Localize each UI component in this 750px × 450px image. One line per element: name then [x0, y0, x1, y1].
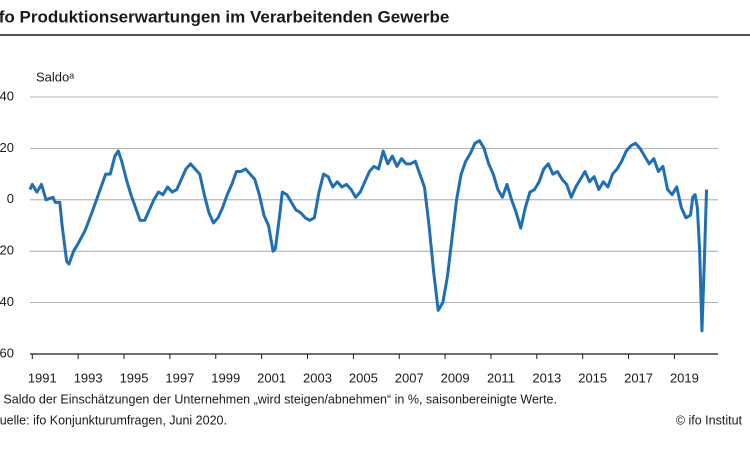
- source: Quelle: ifo Konjunkturumfragen, Juni 202…: [0, 413, 227, 427]
- y-tick-label: 20: [0, 140, 14, 155]
- y-tick-label: 40: [0, 88, 14, 103]
- copyright: © ifo Institut: [676, 413, 743, 427]
- x-tick-label: 2017: [624, 370, 653, 385]
- y-tick-label: 0: [7, 191, 14, 206]
- x-tick-label: 1997: [165, 370, 194, 385]
- x-tick-label: 2003: [303, 370, 332, 385]
- x-tick-label: 2019: [670, 370, 699, 385]
- x-tick-label: 2015: [578, 370, 607, 385]
- x-tick-label: 2009: [441, 370, 470, 385]
- x-tick-label: 1991: [28, 370, 57, 385]
- x-tick-label: 2005: [349, 370, 378, 385]
- x-tick-label: 2013: [532, 370, 561, 385]
- y-tick-label: -20: [0, 243, 14, 258]
- x-tick-label: 1995: [120, 370, 149, 385]
- x-tick-label: 1999: [211, 370, 240, 385]
- y-axis-label: Saldoᵃ: [36, 69, 74, 84]
- data-line: [28, 139, 709, 333]
- x-tick-label: 2011: [487, 370, 515, 385]
- x-tick-label: 2001: [257, 370, 286, 385]
- chart-title: ifo Produktionserwartungen im Verarbeite…: [0, 7, 449, 26]
- y-tick-label: -40: [0, 294, 14, 309]
- footnote: a Saldo der Einschätzungen der Unternehm…: [0, 392, 557, 406]
- x-tick-label: 1993: [74, 370, 103, 385]
- x-tick-label: 2007: [395, 370, 424, 385]
- y-tick-label: -60: [0, 345, 14, 360]
